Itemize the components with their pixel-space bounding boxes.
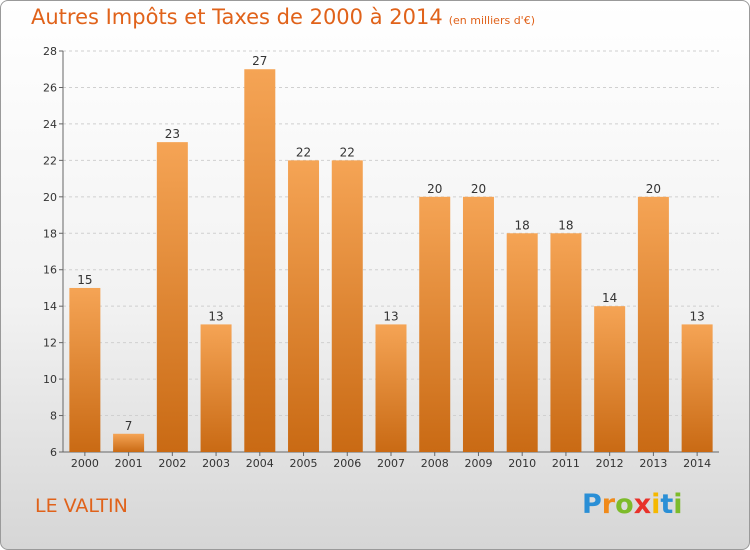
bar-2013: [637, 196, 669, 452]
data-label-2010: 18: [515, 218, 530, 232]
x-tick-label-2000: 2000: [71, 457, 99, 470]
y-tick-label: 26: [43, 81, 57, 94]
logo-letter: P: [582, 489, 602, 520]
bar-2011: [550, 233, 582, 452]
logo-letter: t: [660, 489, 674, 520]
x-tick-label-2014: 2014: [683, 457, 711, 470]
data-label-2004: 27: [252, 54, 267, 68]
data-label-2013: 20: [646, 182, 661, 196]
logo-letter: x: [633, 489, 652, 520]
bar-2010: [506, 233, 538, 452]
x-tick-label-2007: 2007: [377, 457, 405, 470]
y-tick-label: 14: [43, 300, 57, 313]
data-label-2014: 13: [689, 309, 704, 323]
y-tick-label: 24: [43, 118, 57, 131]
proxiti-logo[interactable]: Proxiti: [582, 489, 683, 520]
bar-2009: [462, 196, 494, 452]
x-tick-label-2013: 2013: [639, 457, 667, 470]
y-tick-label: 28: [43, 45, 57, 58]
x-tick-label-2001: 2001: [115, 457, 143, 470]
x-tick-label-2005: 2005: [290, 457, 318, 470]
data-label-2003: 13: [208, 309, 223, 323]
data-label-2009: 20: [471, 182, 486, 196]
x-tick-label-2003: 2003: [202, 457, 230, 470]
labels: 6 8 10 12 14 16 18 20 22 24 26 28 15 2000 7 2001 23 2002 1…: [43, 45, 711, 470]
x-tick-label-2008: 2008: [421, 457, 449, 470]
chart-title: Autres Impôts et Taxes de 2000 à 2014: [31, 5, 443, 29]
y-tick-label: 20: [43, 191, 57, 204]
data-label-2000: 15: [77, 273, 92, 287]
bar-2012: [594, 306, 626, 452]
x-tick-label-2009: 2009: [464, 457, 492, 470]
y-tick-label: 18: [43, 227, 57, 240]
bar-2007: [375, 324, 407, 452]
place-name: LE VALTIN: [35, 495, 128, 517]
bar-2008: [419, 196, 451, 452]
logo-letter: i: [673, 489, 683, 520]
x-tick-label-2010: 2010: [508, 457, 536, 470]
data-label-2005: 22: [296, 145, 311, 159]
bar-2000: [69, 287, 101, 452]
bar-2002: [156, 142, 188, 453]
y-tick-label: 12: [43, 337, 57, 350]
x-tick-label-2012: 2012: [596, 457, 624, 470]
data-label-2012: 14: [602, 291, 617, 305]
logo-letter: r: [601, 489, 616, 520]
data-label-2007: 13: [383, 309, 398, 323]
bar-2003: [200, 324, 232, 452]
unit-note: (en milliers d'€): [448, 14, 535, 27]
logo-letter: o: [615, 489, 634, 520]
y-tick-label: 6: [50, 446, 57, 459]
bar-2014: [681, 324, 713, 452]
y-tick-label: 8: [50, 410, 57, 423]
bar-2001: [113, 433, 145, 452]
data-label-2011: 18: [558, 218, 573, 232]
title-row: Autres Impôts et Taxes de 2000 à 2014 (en…: [31, 5, 535, 29]
data-label-2002: 23: [165, 127, 180, 141]
x-tick-label-2011: 2011: [552, 457, 580, 470]
y-tick-label: 10: [43, 373, 57, 386]
bar-2004: [244, 69, 276, 453]
logo-letter: i: [651, 489, 661, 520]
x-tick-label-2002: 2002: [158, 457, 186, 470]
bar-2005: [288, 160, 320, 452]
y-tick-label: 22: [43, 154, 57, 167]
x-tick-label-2006: 2006: [333, 457, 361, 470]
data-label-2008: 20: [427, 182, 442, 196]
data-label-2001: 7: [125, 419, 133, 433]
bars: [69, 69, 713, 453]
y-tick-label: 16: [43, 264, 57, 277]
x-tick-label-2004: 2004: [246, 457, 274, 470]
data-label-2006: 22: [340, 145, 355, 159]
bar-2006: [331, 160, 363, 452]
